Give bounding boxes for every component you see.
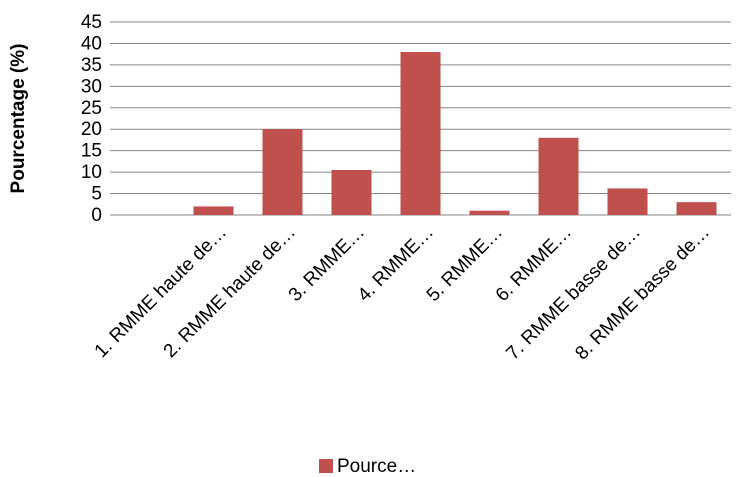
bar — [607, 188, 648, 215]
bar — [262, 129, 303, 215]
bar — [469, 210, 510, 215]
bar — [193, 206, 234, 215]
bars — [193, 52, 717, 216]
legend-swatch — [319, 459, 333, 473]
y-tick-label: 25 — [81, 98, 102, 119]
y-tick-label: 0 — [91, 205, 102, 226]
x-tick-labels: 1. RMME haute de…2. RMME haute de…3. RMM… — [91, 222, 714, 365]
legend-label: Pource… — [337, 456, 416, 477]
y-tick-label: 45 — [81, 12, 102, 33]
bar — [331, 169, 372, 215]
y-tick-label: 30 — [81, 76, 102, 97]
legend: Pource… — [319, 456, 416, 477]
y-tick-label: 40 — [81, 33, 102, 54]
y-axis-title: Pourcentage (%) — [8, 44, 29, 194]
y-tick-label: 35 — [81, 55, 102, 76]
bar — [400, 52, 441, 216]
y-tick-label: 10 — [81, 162, 102, 183]
x-tick-label: 8. RMME basse de… — [571, 222, 714, 365]
x-tick-label: 7. RMME basse de… — [502, 222, 645, 365]
x-tick-label: 2. RMME haute de… — [160, 222, 300, 362]
y-tick-label: 20 — [81, 119, 102, 140]
bar — [538, 137, 579, 215]
x-tick-label: 1. RMME haute de… — [91, 222, 231, 362]
bar — [676, 202, 717, 215]
y-tick-label: 15 — [81, 141, 102, 162]
y-tick-label: 5 — [91, 184, 102, 205]
